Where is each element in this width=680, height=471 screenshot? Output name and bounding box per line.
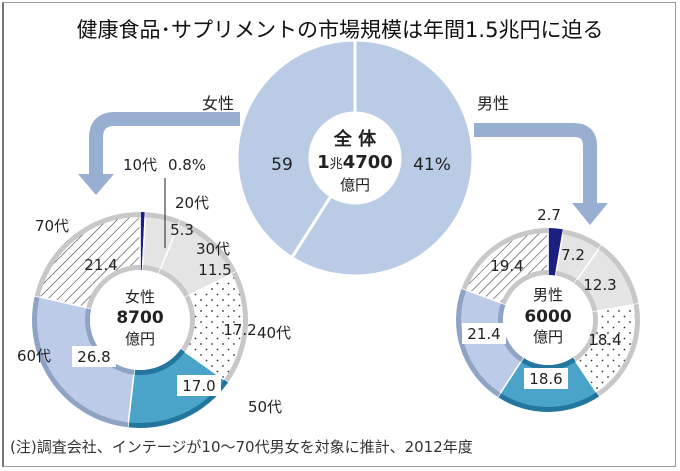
total-label-female: 59 <box>271 155 293 175</box>
total-label-male: 41% <box>413 155 451 175</box>
male-slice-inner-rim-3 <box>573 311 598 362</box>
male-val-50: 18.6 <box>529 370 562 388</box>
total-amount-trillion: 1 <box>317 152 330 173</box>
male-val-50-box <box>524 368 568 389</box>
female-cat-70: 70代 <box>35 217 69 235</box>
total-center-hole <box>310 113 400 203</box>
male-val-30: 12.3 <box>583 276 616 294</box>
female-arrow-head <box>78 174 114 195</box>
female-slice-inner-rim-4 <box>133 348 185 375</box>
female-slice-rim-2 <box>178 219 237 274</box>
female-val-20: 5.3 <box>170 221 194 239</box>
male-center-unit: 億円 <box>533 328 563 346</box>
male-val-60-box <box>462 323 506 344</box>
total-amount-oku: 4700 <box>343 152 393 173</box>
male-arrow-label: 男性 <box>477 94 509 113</box>
female-val-70: 21.4 <box>84 256 117 274</box>
female-val-60-box <box>72 346 116 367</box>
female-center-hole <box>90 270 190 370</box>
footnote: (注)調査会社、インテージが10～70代男女を対象に推計、2012年度 <box>10 438 473 456</box>
male-slice-rim-6 <box>461 228 548 291</box>
male-slice-inner-rim-0 <box>548 270 557 276</box>
male-slice-rim-1 <box>562 229 602 250</box>
male-slice-rim-2 <box>598 245 639 305</box>
male-val-70: 19.4 <box>490 257 523 275</box>
female-val-60: 26.8 <box>77 348 110 366</box>
female-val-40: 17.2 <box>223 321 256 339</box>
female-center-title: 女性 <box>125 288 155 306</box>
female-arrow <box>89 112 240 176</box>
total-amount-unit: 兆 <box>330 157 343 172</box>
female-val-50: 17.0 <box>182 377 215 395</box>
male-slice-rim-0 <box>548 228 564 235</box>
female-cat-60: 60代 <box>17 347 51 365</box>
female-val-50-box <box>177 375 221 396</box>
male-slice-rim-5 <box>455 288 501 398</box>
male-center-title: 男性 <box>533 286 563 304</box>
male-val-60: 21.4 <box>467 325 500 343</box>
female-slice-rim-6 <box>34 211 140 297</box>
male-center-amount: 6000 <box>524 307 571 327</box>
female-slice-rim-1 <box>145 212 181 225</box>
male-slice-inner-rim-4 <box>520 357 576 370</box>
chart-title: 健康食品･サプリメントの市場規模は年間1.5兆円に迫る <box>76 18 604 42</box>
female-slice-inner-rim-1 <box>142 265 161 274</box>
female-slice-inner-rim-6 <box>86 265 140 309</box>
male-slice-inner-rim-2 <box>574 279 598 313</box>
male-arrow <box>474 123 597 205</box>
male-slice-inner-rim-1 <box>555 270 578 284</box>
female-slice-inner-rim-3 <box>180 295 195 352</box>
female-cat-20: 20代 <box>175 194 209 212</box>
female-slice-rim-0 <box>140 212 146 218</box>
female-slice-rim-3 <box>224 271 248 383</box>
female-cat-40: 40代 <box>257 324 291 342</box>
male-val-10: 2.7 <box>537 206 561 224</box>
male-center-hole <box>503 275 593 365</box>
male-val-20: 7.2 <box>561 246 585 264</box>
female-cat-10: 10代 <box>123 156 157 174</box>
female-center-amount: 8700 <box>116 308 163 328</box>
total-center-unit: 億円 <box>340 176 370 194</box>
male-pie <box>455 227 641 413</box>
female-val-10: 0.8% <box>168 156 206 174</box>
male-arrow-head <box>572 203 608 225</box>
male-val-40: 18.4 <box>588 331 621 349</box>
female-slice-rim-4 <box>127 379 229 429</box>
female-center-unit: 億円 <box>125 330 155 348</box>
female-cat-30: 30代 <box>196 240 230 258</box>
male-slice-rim-3 <box>596 303 640 397</box>
total-center-amount: 1兆4700 <box>317 152 393 173</box>
female-val-30: 11.5 <box>198 261 231 279</box>
male-slice-inner-rim-6 <box>501 269 548 305</box>
total-center-title: 全 体 <box>333 128 377 150</box>
female-cat-50: 50代 <box>248 398 282 416</box>
female-slice-inner-rim-2 <box>158 268 190 298</box>
total-pie <box>235 38 475 278</box>
male-slice-rim-4 <box>497 392 600 412</box>
female-arrow-label: 女性 <box>202 94 234 113</box>
